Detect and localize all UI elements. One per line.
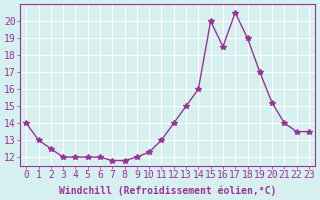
X-axis label: Windchill (Refroidissement éolien,°C): Windchill (Refroidissement éolien,°C) — [59, 185, 276, 196]
